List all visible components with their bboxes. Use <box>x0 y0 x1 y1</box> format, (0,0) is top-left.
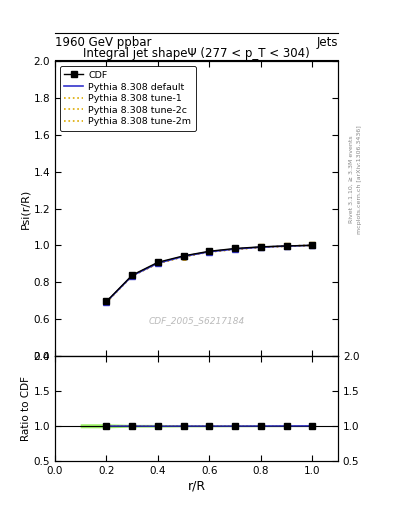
X-axis label: r/R: r/R <box>187 480 206 493</box>
Pythia 8.308 tune-2m <box>233 246 237 252</box>
CDF <box>104 298 109 305</box>
Pythia 8.308 tune-1 <box>310 242 315 248</box>
Pythia 8.308 tune-2c <box>259 244 263 250</box>
Pythia 8.308 tune-2m <box>130 273 134 279</box>
Pythia 8.308 default <box>259 244 263 250</box>
Text: Rivet 3.1.10, ≥ 3.3M events: Rivet 3.1.10, ≥ 3.3M events <box>349 135 354 223</box>
Pythia 8.308 tune-2c <box>310 242 315 248</box>
CDF <box>130 272 134 278</box>
Text: CDF_2005_S6217184: CDF_2005_S6217184 <box>149 316 244 325</box>
Line: Pythia 8.308 tune-2c: Pythia 8.308 tune-2c <box>107 245 312 302</box>
Pythia 8.308 tune-1 <box>284 243 289 249</box>
CDF <box>284 243 289 249</box>
Pythia 8.308 default <box>181 253 186 260</box>
Pythia 8.308 tune-1 <box>259 244 263 250</box>
CDF <box>259 244 263 250</box>
Y-axis label: Ratio to CDF: Ratio to CDF <box>21 376 31 441</box>
Pythia 8.308 tune-2c <box>207 249 212 255</box>
CDF <box>233 245 237 251</box>
Pythia 8.308 default <box>104 298 109 305</box>
Pythia 8.308 default <box>207 249 212 255</box>
Pythia 8.308 tune-1 <box>104 299 109 305</box>
Pythia 8.308 default <box>284 243 289 249</box>
Pythia 8.308 tune-1 <box>207 249 212 255</box>
Pythia 8.308 tune-2m <box>259 244 263 250</box>
Pythia 8.308 tune-1 <box>181 253 186 260</box>
Pythia 8.308 tune-1 <box>233 246 237 252</box>
Title: Integral jet shapeΨ (277 < p_T < 304): Integral jet shapeΨ (277 < p_T < 304) <box>83 47 310 60</box>
Pythia 8.308 tune-2c <box>130 273 134 279</box>
Pythia 8.308 tune-2m <box>310 242 315 248</box>
Line: Pythia 8.308 tune-1: Pythia 8.308 tune-1 <box>107 245 312 302</box>
Text: 1960 GeV ppbar: 1960 GeV ppbar <box>55 36 152 49</box>
Pythia 8.308 default <box>156 260 160 266</box>
Pythia 8.308 tune-2c <box>284 243 289 249</box>
Text: Jets: Jets <box>316 36 338 49</box>
Pythia 8.308 tune-2c <box>104 299 109 305</box>
Pythia 8.308 tune-2c <box>181 253 186 260</box>
Pythia 8.308 tune-2m <box>207 249 212 255</box>
Line: Pythia 8.308 tune-2m: Pythia 8.308 tune-2m <box>107 245 312 302</box>
Pythia 8.308 tune-1 <box>156 260 160 266</box>
Pythia 8.308 default <box>130 272 134 279</box>
Pythia 8.308 tune-2m <box>181 253 186 260</box>
Line: Pythia 8.308 default: Pythia 8.308 default <box>107 245 312 302</box>
Pythia 8.308 tune-2m <box>104 299 109 305</box>
Pythia 8.308 tune-1 <box>130 273 134 279</box>
CDF <box>207 248 212 254</box>
Pythia 8.308 tune-2c <box>156 260 160 266</box>
Legend: CDF, Pythia 8.308 default, Pythia 8.308 tune-1, Pythia 8.308 tune-2c, Pythia 8.3: CDF, Pythia 8.308 default, Pythia 8.308 … <box>60 66 196 131</box>
Pythia 8.308 tune-2m <box>156 260 160 266</box>
Text: mcplots.cern.ch [arXiv:1306.3436]: mcplots.cern.ch [arXiv:1306.3436] <box>357 125 362 233</box>
Pythia 8.308 tune-2c <box>233 246 237 252</box>
CDF <box>156 259 160 265</box>
CDF <box>310 242 315 248</box>
Pythia 8.308 tune-2m <box>284 243 289 249</box>
Line: CDF: CDF <box>103 242 316 305</box>
CDF <box>181 253 186 259</box>
Pythia 8.308 default <box>233 246 237 252</box>
Pythia 8.308 default <box>310 242 315 248</box>
Y-axis label: Psi(r/R): Psi(r/R) <box>21 188 31 229</box>
